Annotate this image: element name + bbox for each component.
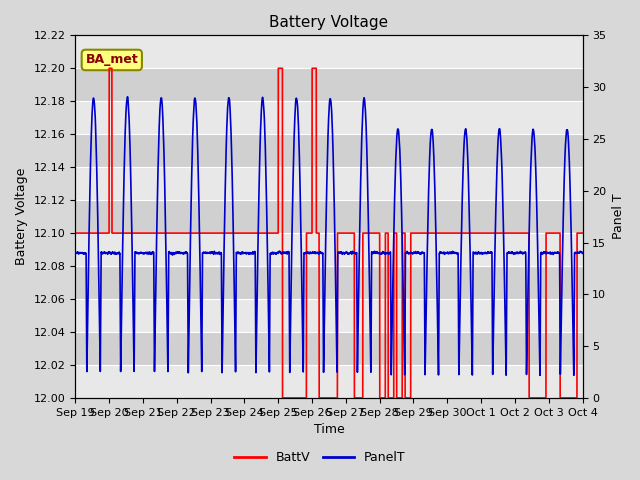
Legend: BattV, PanelT: BattV, PanelT <box>229 446 411 469</box>
Bar <box>76 36 582 68</box>
Bar <box>76 299 582 332</box>
Bar <box>76 233 582 266</box>
Y-axis label: Battery Voltage: Battery Voltage <box>15 168 28 265</box>
X-axis label: Time: Time <box>314 423 344 436</box>
Y-axis label: Panel T: Panel T <box>612 194 625 240</box>
Bar <box>76 101 582 134</box>
Bar <box>76 332 582 365</box>
Title: Battery Voltage: Battery Voltage <box>269 15 388 30</box>
Bar <box>76 365 582 398</box>
Bar <box>76 200 582 233</box>
Bar <box>76 134 582 167</box>
Bar <box>76 167 582 200</box>
Bar <box>76 68 582 101</box>
Text: BA_met: BA_met <box>85 53 138 66</box>
Bar <box>76 266 582 299</box>
